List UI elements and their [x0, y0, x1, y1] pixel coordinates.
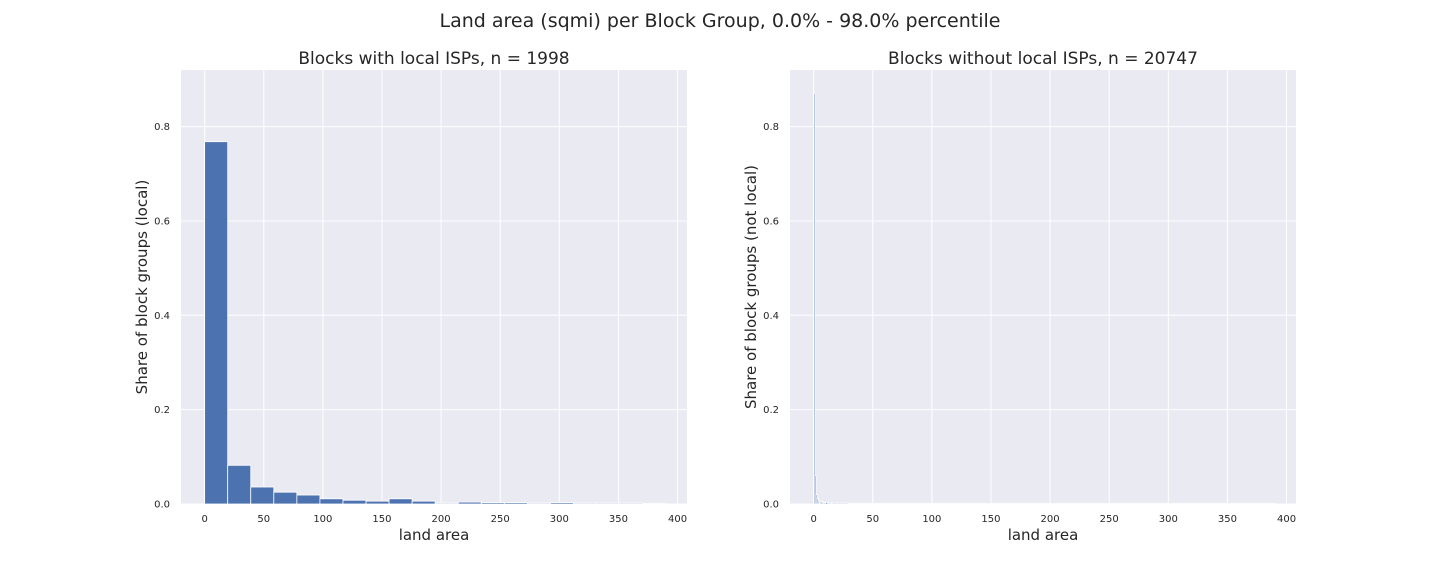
- y-axis-label: Share of block groups (local): [133, 180, 151, 395]
- x-tick-label: 100: [922, 514, 941, 525]
- histogram-bar: [388, 498, 413, 505]
- x-tick-label: 250: [1100, 514, 1119, 525]
- panel-1: 0 50 100 150 200 250 300 350 400 0.0 0.2 0.4 0.6 0.8 B…: [133, 49, 687, 544]
- histogram-bar: [830, 502, 838, 505]
- y-tick-label: 0.6: [763, 216, 779, 227]
- x-axis-label: land area: [399, 526, 470, 544]
- plot-area: [790, 70, 1296, 504]
- histogram-bar: [596, 502, 621, 505]
- y-tick-label: 0.0: [154, 500, 170, 511]
- histogram-bar: [827, 502, 832, 505]
- y-tick-label: 0.8: [763, 122, 779, 133]
- y-tick-label: 0.0: [763, 500, 779, 511]
- x-axis-label: land area: [1008, 526, 1079, 544]
- x-tick-label: 50: [866, 514, 879, 525]
- y-tick-label: 0.2: [154, 405, 170, 416]
- y-tick-label: 0.8: [154, 122, 170, 133]
- histogram-bar: [457, 501, 482, 505]
- panel-2: 0 50 100 150 200 250 300 350 400 0.0 0.2 0.4 0.6 0.8 B…: [742, 49, 1296, 544]
- histogram-bar: [411, 500, 436, 505]
- x-tick-label: 400: [1277, 514, 1296, 525]
- panel-title: Blocks with local ISPs, n = 1998: [298, 49, 569, 69]
- histogram-bar: [814, 475, 817, 505]
- x-tick-label: 350: [609, 514, 628, 525]
- histogram-bar: [480, 502, 505, 505]
- histogram-bar: [836, 502, 850, 505]
- plot-area: [181, 70, 687, 504]
- histogram-bar: [250, 486, 275, 505]
- panel-title: Blocks without local ISPs, n = 20747: [888, 49, 1198, 69]
- y-tick-label: 0.6: [154, 216, 170, 227]
- x-tick-label: 200: [1041, 514, 1060, 525]
- y-tick-label: 0.2: [763, 405, 779, 416]
- histogram-bar: [273, 491, 298, 505]
- histogram-bar: [434, 502, 459, 505]
- histogram-bar: [550, 502, 574, 505]
- x-tick-label: 300: [550, 514, 569, 525]
- y-axis-label: Share of block groups (not local): [742, 165, 760, 409]
- histogram-bar: [296, 494, 321, 505]
- x-tick-label: 350: [1218, 514, 1237, 525]
- histogram-bar: [526, 502, 551, 505]
- figure-title: Land area (sqmi) per Block Group, 0.0% -…: [440, 10, 1001, 32]
- x-tick-label: 150: [981, 514, 1000, 525]
- x-tick-label: 150: [372, 514, 391, 525]
- histogram-bar: [503, 502, 528, 505]
- y-tick-label: 0.4: [154, 311, 170, 322]
- histogram-bar: [365, 500, 390, 505]
- histogram-bar: [342, 499, 367, 505]
- y-tick-label: 0.4: [763, 311, 779, 322]
- x-tick-label: 250: [491, 514, 510, 525]
- histogram-panels: 0 50 100 150 200 250 300 350 400 0.0 0.2 0.4 0.6 0.8 B…: [133, 49, 1296, 544]
- histogram-bar: [573, 502, 597, 505]
- x-tick-label: 100: [313, 514, 332, 525]
- x-tick-label: 50: [257, 514, 270, 525]
- histogram-bar: [204, 141, 229, 505]
- x-tick-label: 200: [432, 514, 451, 525]
- histogram-bar: [319, 498, 344, 505]
- x-tick-label: 400: [668, 514, 687, 525]
- x-tick-label: 0: [201, 514, 207, 525]
- histogram-bar: [227, 464, 252, 505]
- x-tick-label: 0: [810, 514, 816, 525]
- histogram-bar: [619, 502, 644, 505]
- x-tick-label: 300: [1159, 514, 1178, 525]
- histogram-bar: [813, 93, 816, 505]
